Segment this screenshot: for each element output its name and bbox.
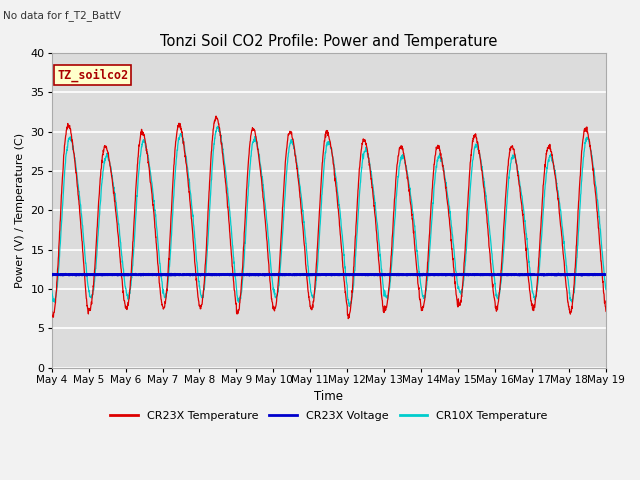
Y-axis label: Power (V) / Temperature (C): Power (V) / Temperature (C) <box>15 133 25 288</box>
Legend: CR23X Temperature, CR23X Voltage, CR10X Temperature: CR23X Temperature, CR23X Voltage, CR10X … <box>106 407 552 425</box>
Title: Tonzi Soil CO2 Profile: Power and Temperature: Tonzi Soil CO2 Profile: Power and Temper… <box>160 34 497 49</box>
Text: TZ_soilco2: TZ_soilco2 <box>57 68 129 82</box>
X-axis label: Time: Time <box>314 390 343 403</box>
Text: No data for f_T2_BattV: No data for f_T2_BattV <box>3 11 121 22</box>
